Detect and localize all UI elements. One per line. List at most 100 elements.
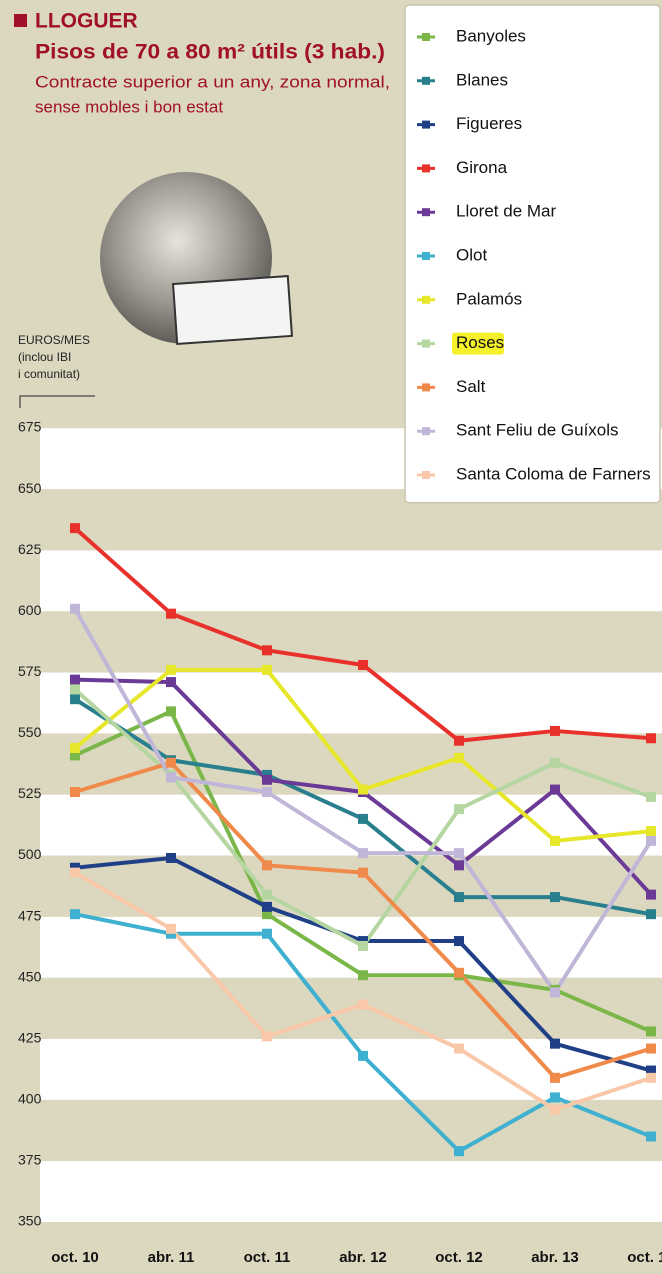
y-tick-label: 675 bbox=[18, 419, 42, 435]
kicker: LLOGUER bbox=[35, 10, 138, 33]
x-tick-label: oct. 11 bbox=[244, 1249, 291, 1266]
point bbox=[166, 923, 176, 934]
grid-band bbox=[40, 1038, 662, 1100]
legend-swatch bbox=[422, 471, 430, 479]
point bbox=[646, 826, 656, 837]
legend-swatch bbox=[422, 120, 430, 129]
y-tick-label: 550 bbox=[18, 724, 42, 740]
legend-label: Lloret de Mar bbox=[456, 202, 556, 221]
point bbox=[454, 848, 464, 859]
point bbox=[646, 1043, 656, 1054]
point bbox=[166, 772, 176, 783]
point bbox=[454, 892, 464, 903]
legend-box bbox=[404, 4, 661, 504]
point bbox=[70, 750, 80, 761]
point bbox=[454, 804, 464, 815]
point bbox=[166, 608, 176, 619]
legend-swatch bbox=[422, 164, 430, 173]
legend-swatch bbox=[422, 339, 430, 348]
y-axis-label: EUROS/MES bbox=[18, 333, 90, 347]
legend-swatch bbox=[422, 252, 430, 260]
point bbox=[454, 735, 464, 746]
point bbox=[262, 774, 272, 785]
x-tick-label: oct. 13 bbox=[627, 1249, 662, 1266]
point bbox=[358, 784, 368, 795]
point bbox=[646, 1026, 656, 1037]
point bbox=[262, 1031, 272, 1042]
point bbox=[550, 892, 560, 903]
point bbox=[70, 909, 80, 920]
point bbox=[70, 674, 80, 685]
legend-swatch bbox=[422, 427, 430, 436]
point bbox=[262, 787, 272, 798]
point bbox=[166, 757, 176, 768]
subtitle-line: sense mobles i bon estat bbox=[35, 97, 223, 116]
legend-label: Girona bbox=[456, 158, 508, 177]
point bbox=[166, 664, 176, 675]
point bbox=[646, 1131, 656, 1142]
legend-label: Salt bbox=[456, 377, 486, 396]
legend-swatch bbox=[422, 383, 430, 392]
legend-swatch bbox=[422, 33, 430, 41]
y-tick-label: 650 bbox=[18, 480, 42, 496]
legend-label: Santa Coloma de Farners bbox=[456, 464, 651, 483]
point bbox=[358, 1050, 368, 1061]
point bbox=[70, 684, 80, 695]
point bbox=[358, 659, 368, 670]
legend-label: Sant Feliu de Guíxols bbox=[456, 421, 619, 440]
point bbox=[550, 1038, 560, 1049]
point bbox=[166, 706, 176, 717]
grid-band bbox=[40, 550, 662, 612]
y-axis-label: (inclou IBI bbox=[18, 350, 71, 364]
point bbox=[262, 909, 272, 920]
y-tick-label: 350 bbox=[18, 1213, 42, 1229]
grid-band bbox=[40, 1160, 662, 1222]
point bbox=[646, 1065, 656, 1076]
point bbox=[454, 1146, 464, 1157]
point bbox=[550, 835, 560, 846]
x-tick-label: abr. 11 bbox=[148, 1249, 195, 1266]
legend-swatch bbox=[422, 76, 430, 85]
point bbox=[70, 867, 80, 878]
legend-swatch bbox=[422, 295, 430, 304]
x-tick-label: oct. 10 bbox=[51, 1249, 99, 1266]
legend-label: Olot bbox=[456, 245, 487, 264]
legend-label: Banyoles bbox=[456, 26, 526, 45]
y-tick-label: 450 bbox=[18, 968, 42, 984]
x-tick-label: abr. 12 bbox=[339, 1249, 387, 1266]
point bbox=[70, 523, 80, 534]
point bbox=[262, 645, 272, 656]
legend-label: Roses bbox=[456, 333, 504, 352]
point bbox=[262, 664, 272, 675]
y-tick-label: 375 bbox=[18, 1152, 42, 1168]
legend-swatch bbox=[422, 208, 430, 217]
point bbox=[454, 936, 464, 947]
point bbox=[358, 848, 368, 859]
point bbox=[550, 784, 560, 795]
point bbox=[454, 1043, 464, 1054]
point bbox=[262, 928, 272, 939]
point bbox=[262, 889, 272, 900]
legend-label: Blanes bbox=[456, 70, 508, 89]
point bbox=[550, 725, 560, 736]
point bbox=[166, 852, 176, 863]
point bbox=[550, 1104, 560, 1115]
point bbox=[646, 1072, 656, 1083]
point bbox=[550, 987, 560, 998]
point bbox=[262, 860, 272, 871]
y-axis-label: i comunitat) bbox=[18, 367, 80, 381]
x-tick-label: oct. 12 bbox=[435, 1249, 483, 1266]
y-tick-label: 525 bbox=[18, 785, 42, 801]
chart-title: Pisos de 70 a 80 m² útils (3 hab.) bbox=[35, 41, 385, 64]
legend-label: Figueres bbox=[456, 114, 522, 133]
point bbox=[454, 860, 464, 871]
point bbox=[358, 813, 368, 824]
x-tick-label: abr. 13 bbox=[531, 1249, 579, 1266]
point bbox=[646, 889, 656, 900]
point bbox=[454, 967, 464, 978]
photo-sign bbox=[171, 274, 294, 345]
point bbox=[166, 677, 176, 688]
axis-label-arrow bbox=[19, 395, 95, 408]
point bbox=[358, 999, 368, 1010]
